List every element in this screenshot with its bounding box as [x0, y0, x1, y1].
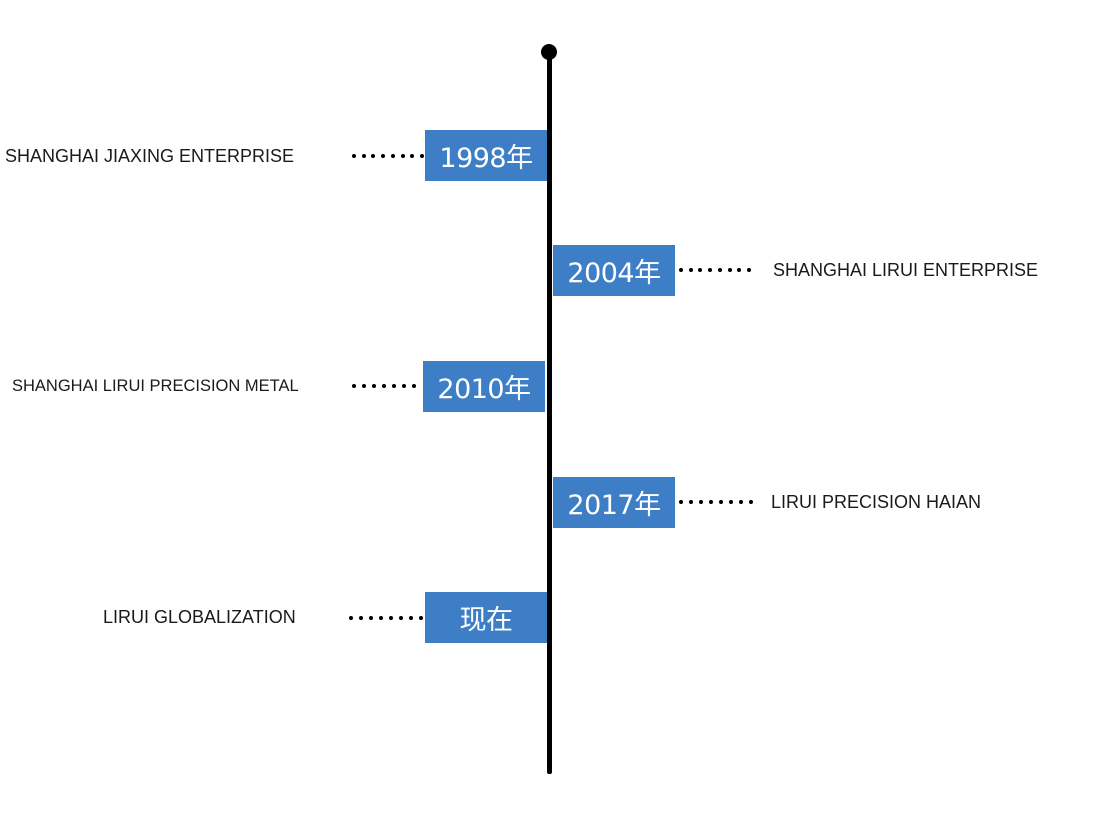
connector-dot — [679, 500, 683, 504]
milestone-3-event: SHANGHAI LIRUI PRECISION METAL — [12, 377, 299, 395]
connector-dot — [352, 154, 356, 158]
milestone-2-year: 2004年 — [553, 245, 675, 296]
connector-dot — [349, 616, 353, 620]
connector-dot — [419, 616, 423, 620]
connector-dot — [689, 500, 693, 504]
connector-dot — [699, 500, 703, 504]
connector-dot — [392, 384, 396, 388]
milestone-4-connector — [679, 500, 753, 504]
milestone-2-event: SHANGHAI LIRUI ENTERPRISE — [773, 260, 1039, 280]
connector-dot — [410, 154, 415, 158]
connector-dot — [698, 268, 703, 272]
connector-dot — [379, 616, 383, 620]
connector-dot — [747, 268, 751, 272]
connector-dot — [381, 154, 386, 158]
connector-dot — [400, 154, 405, 158]
connector-dot — [371, 154, 376, 158]
milestone-3-year: 2010年 — [423, 361, 545, 412]
connector-dot — [420, 154, 424, 158]
connector-dot — [361, 154, 366, 158]
connector-dot — [717, 268, 722, 272]
connector-dot — [749, 500, 753, 504]
connector-dot — [362, 384, 366, 388]
milestone-5-year: 现在 — [425, 592, 547, 643]
connector-dot — [389, 616, 393, 620]
milestone-5-event: LIRUI GLOBALIZATION — [103, 607, 296, 627]
connector-dot — [709, 500, 713, 504]
connector-dot — [737, 268, 742, 272]
connector-dot — [352, 384, 356, 388]
milestone-1-event: SHANGHAI JIAXING ENTERPRISE — [5, 146, 295, 166]
connector-dot — [399, 616, 403, 620]
milestone-2-connector — [679, 268, 751, 272]
connector-dot — [390, 154, 395, 158]
milestone-1-connector — [352, 154, 424, 158]
connector-dot — [679, 268, 683, 272]
connector-dot — [382, 384, 386, 388]
milestone-3-connector — [352, 384, 416, 388]
connector-dot — [369, 616, 373, 620]
connector-dot — [739, 500, 743, 504]
connector-dot — [729, 500, 733, 504]
milestone-5-connector — [349, 616, 423, 620]
milestone-4-event: LIRUI PRECISION HAIAN — [771, 492, 982, 512]
milestone-1-year: 1998年 — [425, 130, 547, 181]
milestone-4-year: 2017年 — [553, 477, 675, 528]
connector-dot — [359, 616, 363, 620]
connector-dot — [727, 268, 732, 272]
timeline-axis — [547, 52, 552, 774]
connector-dot — [409, 616, 413, 620]
connector-dot — [719, 500, 723, 504]
connector-dot — [688, 268, 693, 272]
connector-dot — [412, 384, 416, 388]
connector-dot — [708, 268, 713, 272]
connector-dot — [402, 384, 406, 388]
connector-dot — [372, 384, 376, 388]
